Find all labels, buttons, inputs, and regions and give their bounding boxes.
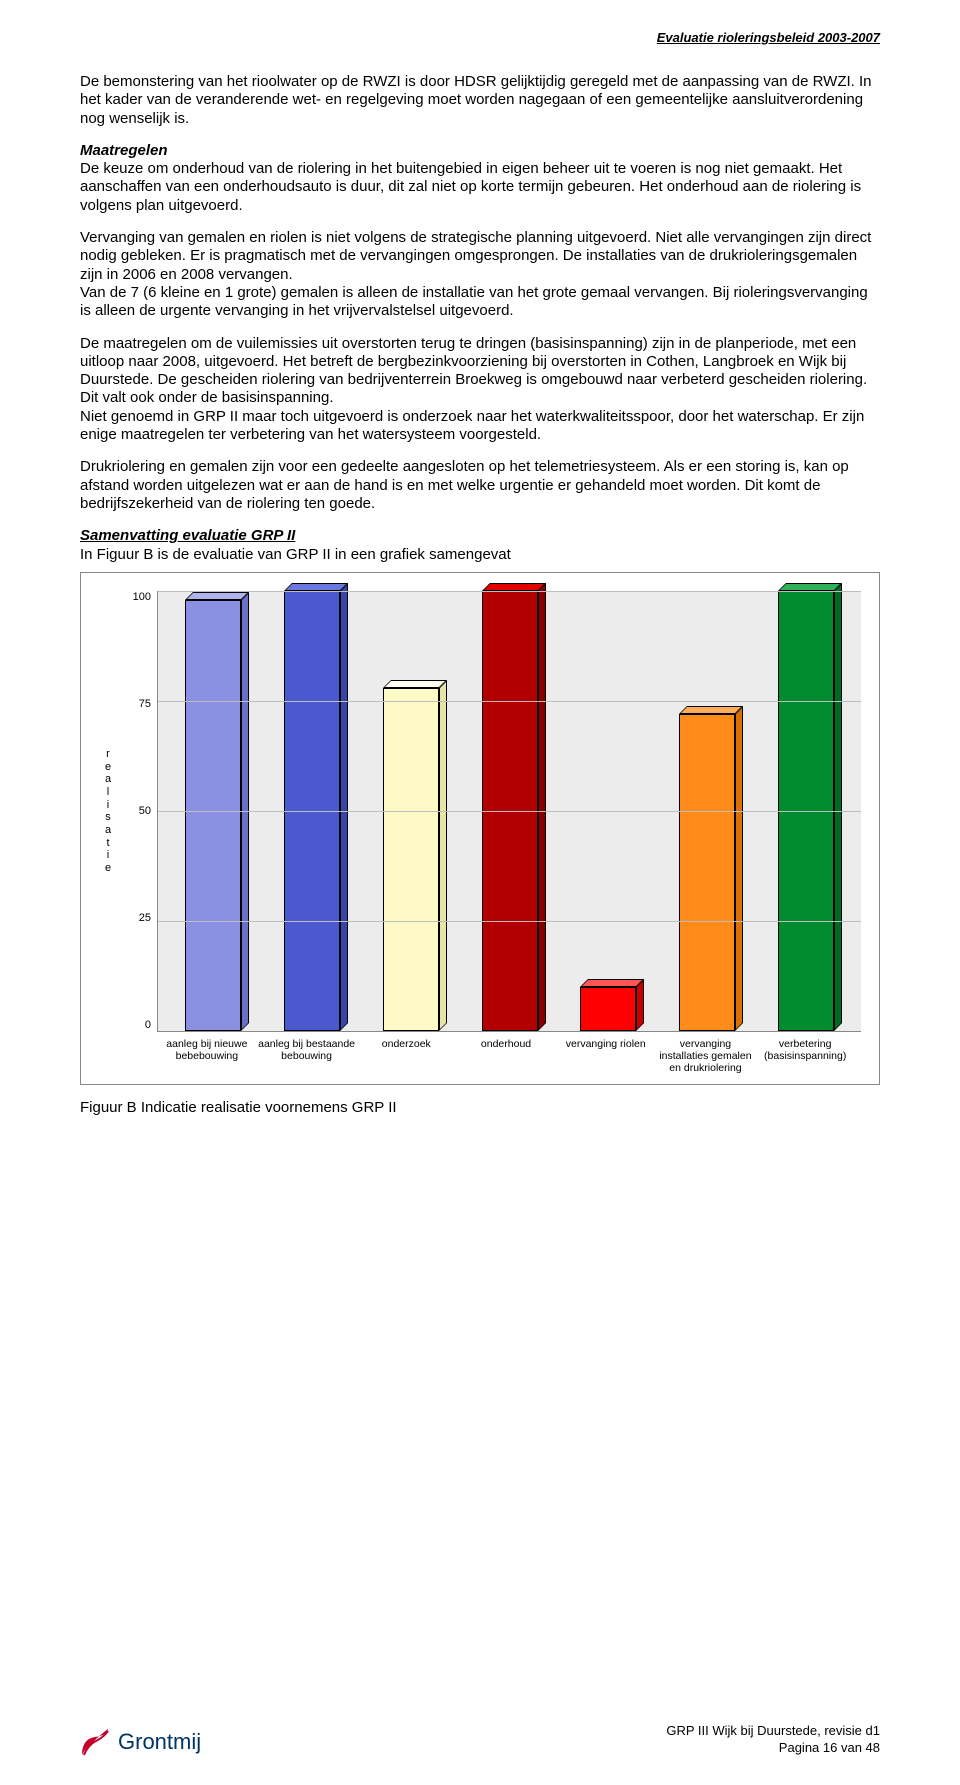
- paragraph-maatregelen-1: De keuze om onderhoud van de riolering i…: [80, 160, 861, 214]
- bar-chart: realisatie 100 75 50 25 0 aanleg bij nieuwe …: [80, 572, 880, 1085]
- y-tick: 0: [145, 1019, 151, 1031]
- y-tick: 50: [139, 805, 151, 817]
- x-tick-label: verbetering (basisinspanning): [755, 1038, 855, 1074]
- y-axis: 100 75 50 25 0: [117, 591, 157, 1031]
- x-tick-label: aanleg bij nieuwe bebebouwing: [157, 1038, 257, 1074]
- figure-caption: Figuur B Indicatie realisatie voornemens…: [80, 1099, 880, 1116]
- y-tick: 25: [139, 912, 151, 924]
- footer-line-1: GRP III Wijk bij Duurstede, revisie d1: [666, 1723, 880, 1740]
- plot-area: [157, 591, 861, 1032]
- x-tick-label: aanleg bij bestaande bebouwing: [257, 1038, 357, 1074]
- paragraph-maatregelen-2: Vervanging van gemalen en riolen is niet…: [80, 229, 880, 320]
- y-tick: 100: [133, 591, 151, 603]
- logo: Grontmij: [80, 1727, 201, 1757]
- logo-text: Grontmij: [118, 1729, 201, 1755]
- document-page: Evaluatie rioleringsbeleid 2003-2007 De …: [0, 0, 960, 1785]
- paragraph-intro: De bemonstering van het rioolwater op de…: [80, 73, 880, 128]
- paragraph-5: Drukriolering en gemalen zijn voor een g…: [80, 458, 880, 513]
- logo-icon: [80, 1727, 110, 1757]
- x-axis-labels: aanleg bij nieuwe bebebouwingaanleg bij …: [151, 1032, 861, 1074]
- heading-maatregelen: Maatregelen: [80, 142, 168, 159]
- paragraph-4: De maatregelen om de vuilemissies uit ov…: [80, 335, 880, 445]
- x-tick-label: onderhoud: [456, 1038, 556, 1074]
- footer-text: GRP III Wijk bij Duurstede, revisie d1 P…: [666, 1723, 880, 1757]
- page-footer: Grontmij GRP III Wijk bij Duurstede, rev…: [80, 1723, 880, 1757]
- block-maatregelen: Maatregelen De keuze om onderhoud van de…: [80, 142, 880, 215]
- x-tick-label: onderzoek: [356, 1038, 456, 1074]
- x-tick-label: vervanging installaties gemalen en drukr…: [656, 1038, 756, 1074]
- heading-samenvatting: Samenvatting evaluatie GRP II: [80, 527, 295, 544]
- block-samenvatting: Samenvatting evaluatie GRP II In Figuur …: [80, 527, 880, 564]
- page-header: Evaluatie rioleringsbeleid 2003-2007: [80, 30, 880, 45]
- y-axis-label: realisatie: [99, 591, 117, 1032]
- x-tick-label: vervanging riolen: [556, 1038, 656, 1074]
- footer-line-2: Pagina 16 van 48: [666, 1740, 880, 1757]
- y-tick: 75: [139, 698, 151, 710]
- paragraph-6: In Figuur B is de evaluatie van GRP II i…: [80, 546, 511, 563]
